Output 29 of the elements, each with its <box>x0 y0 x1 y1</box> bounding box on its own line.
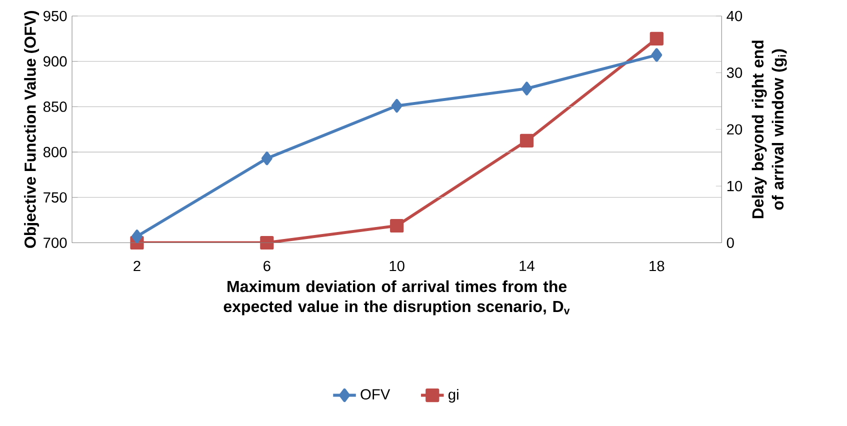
point <box>391 99 402 113</box>
y-tick-label: 950 <box>44 11 67 22</box>
y-axis-title: Objective Function Value (OFV) <box>24 11 40 248</box>
x-axis-title: Maximum deviation of arrival times from the expected value in the disruption scenario, D$_{v}$ <box>224 280 570 316</box>
y2-tick-label: 40 <box>726 11 742 22</box>
y2-tick-label: 10 <box>727 181 742 192</box>
y2-tick-label: 30 <box>726 68 742 78</box>
point <box>520 134 534 148</box>
point <box>132 230 142 244</box>
x-tick-label: 2 <box>134 261 140 272</box>
y2-tick-label: 20 <box>727 124 742 135</box>
point <box>521 82 532 96</box>
point <box>651 48 662 62</box>
legend-label: gi <box>448 389 458 403</box>
y-tick-label: 700 <box>44 238 67 248</box>
point <box>650 32 664 46</box>
legend-label: OFV <box>360 389 390 400</box>
y-tick-label: 800 <box>43 147 67 158</box>
y2-tick-label: 0 <box>726 238 734 248</box>
point <box>260 236 274 250</box>
y-tick-label: 750 <box>44 192 67 203</box>
x-tick-label: 18 <box>650 261 664 272</box>
y-tick-label: 850 <box>43 102 67 112</box>
y-tick-label: 900 <box>44 56 67 67</box>
x-tick-label: 10 <box>390 261 404 272</box>
x-tick-label: 6 <box>264 261 270 272</box>
point <box>261 152 272 166</box>
point <box>390 219 404 233</box>
x-tick-label: 14 <box>520 261 534 272</box>
